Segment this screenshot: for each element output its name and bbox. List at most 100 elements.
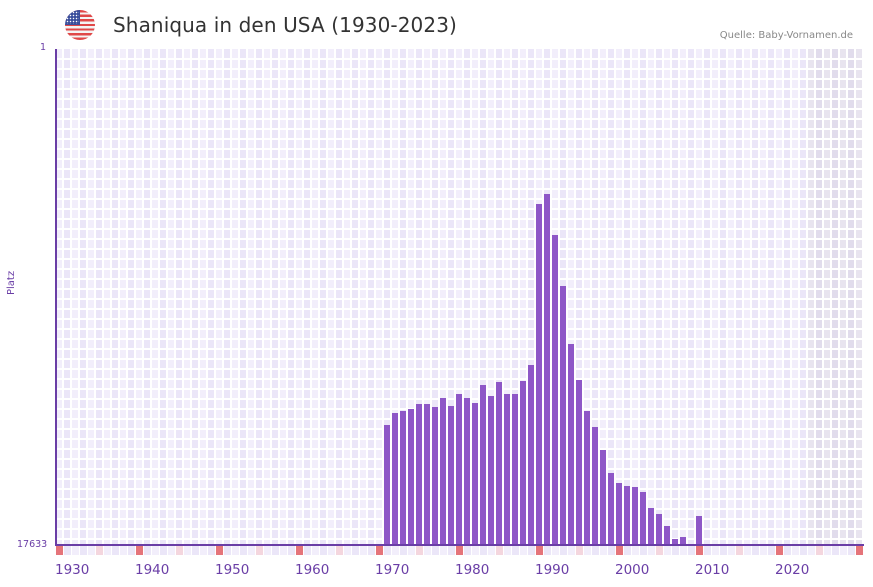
grid-column [600,49,606,545]
grid-row [56,98,864,100]
year-marker [376,546,383,555]
bar-1974[interactable] [408,408,414,545]
bar-1987[interactable] [512,393,518,545]
bar-2005[interactable] [656,513,662,545]
year-marker [184,546,191,555]
bar-1988[interactable] [520,380,526,545]
bar-1999[interactable] [608,472,614,545]
grid-row [56,58,864,60]
bar-2002[interactable] [632,486,638,545]
grid-column [680,49,686,545]
bar-1989[interactable] [528,364,534,545]
bar-1972[interactable] [392,412,398,545]
year-marker [624,546,631,555]
grid-column [272,49,278,545]
bar-1979[interactable] [448,405,454,545]
bar-1994[interactable] [568,343,574,545]
year-marker [168,546,175,555]
year-marker [560,546,567,555]
grid-column [344,49,350,545]
grid-column [472,49,478,545]
bar-2006[interactable] [664,525,670,545]
grid-column [200,49,206,545]
bar-2008[interactable] [680,536,686,545]
bar-1971[interactable] [384,424,390,545]
bar-1997[interactable] [592,426,598,545]
grid-column [480,49,486,545]
grid-column [488,49,494,545]
year-marker [792,546,799,555]
grid-row [56,258,864,260]
bar-1990[interactable] [536,203,542,545]
x-tick-label: 1980 [455,562,490,578]
year-marker [56,546,63,555]
year-marker [536,546,543,555]
bar-2001[interactable] [624,485,630,545]
grid-column [88,49,94,545]
bar-1978[interactable] [440,397,446,545]
year-marker [304,546,311,555]
year-marker [160,546,167,555]
grid-column [280,49,286,545]
grid-column [824,49,830,545]
bar-1984[interactable] [488,395,494,545]
grid-row [56,88,864,90]
grid-row [56,228,864,230]
bar-1976[interactable] [424,403,430,545]
bar-1983[interactable] [480,384,486,545]
year-marker [272,546,279,555]
grid-column [696,49,702,545]
bar-1996[interactable] [584,410,590,545]
bar-1977[interactable] [432,406,438,545]
year-marker [688,546,695,555]
grid-column [72,49,78,545]
grid-column [608,49,614,545]
x-tick-label: 2020 [775,562,810,578]
bar-1981[interactable] [464,397,470,545]
grid-column [656,49,662,545]
year-marker [608,546,615,555]
grid-column [632,49,638,545]
grid-row [56,278,864,280]
year-marker [320,546,327,555]
grid-column [288,49,294,545]
year-marker [408,546,415,555]
grid-row [56,248,864,250]
grid-column [400,49,406,545]
grid-column [432,49,438,545]
year-marker [512,546,519,555]
bar-1980[interactable] [456,393,462,545]
grid-column [592,49,598,545]
bar-1985[interactable] [496,381,502,545]
year-marker [368,546,375,555]
year-marker [584,546,591,555]
bar-2003[interactable] [640,491,646,545]
bar-2004[interactable] [648,507,654,545]
bar-2007[interactable] [672,538,678,545]
grid-column [664,49,670,545]
bar-1975[interactable] [416,403,422,545]
grid-column [648,49,654,545]
bar-1973[interactable] [400,410,406,545]
bar-2000[interactable] [616,482,622,545]
year-marker [488,546,495,555]
bar-1991[interactable] [544,194,550,545]
x-tick-label: 1970 [375,562,410,578]
grid-column [168,49,174,545]
grid-row [56,188,864,190]
bar-2010[interactable] [696,515,702,545]
bar-1993[interactable] [560,285,566,545]
bar-1992[interactable] [552,234,558,545]
year-marker [328,546,335,555]
year-marker [440,546,447,555]
year-marker [336,546,343,555]
bar-1998[interactable] [600,449,606,545]
y-tick-top: 1 [40,42,47,53]
grid-column [376,49,382,545]
bar-1986[interactable] [504,393,510,545]
grid-column [640,49,646,545]
bar-1995[interactable] [576,379,582,545]
bar-1982[interactable] [472,402,478,545]
year-marker [432,546,439,555]
grid-row [56,218,864,220]
